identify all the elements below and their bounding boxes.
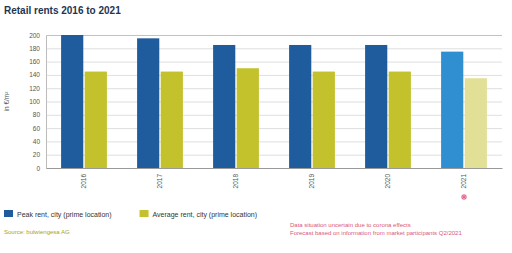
y-tick-label: 60 (33, 125, 41, 132)
legend-label: Average rent, city (prime location) (153, 211, 258, 219)
x-axis-line (47, 168, 503, 169)
y-tick-label: 120 (29, 85, 40, 92)
bar (365, 45, 387, 168)
x-tick-label: 2021 (460, 174, 467, 189)
x-axis: 2016 2017 2018 2019 2020 2021 (47, 168, 503, 188)
grid-line (46, 48, 502, 49)
y-tick-label: 200 (29, 32, 40, 39)
plot: 0204060801001201401601802002016201720182… (29, 32, 502, 189)
grid-line (46, 168, 502, 169)
grid-line (46, 102, 502, 103)
grid-line (46, 141, 502, 142)
x-tick: 2020 (384, 168, 391, 188)
y-axis-title: in €/m² (3, 91, 10, 112)
y-tick-label: 100 (29, 98, 40, 105)
bar (61, 35, 83, 168)
bar (237, 68, 259, 168)
y-tick-label: 20 (33, 151, 41, 158)
y-axis: 0 20 40 60 80 100 120 140 160 180 200 (29, 32, 502, 172)
bars (61, 35, 487, 168)
y-tick: 160 (29, 58, 502, 65)
grid-line (46, 128, 502, 129)
chart: Retail rents 2016 to 2021 0 20 40 60 80 100 120… (0, 0, 512, 253)
annotation: Data situation uncertain due to corona e… (290, 222, 411, 228)
y-tick: 180 (29, 45, 502, 52)
y-tick-label: 160 (29, 58, 40, 65)
y-tick-label: 80 (33, 111, 41, 118)
y-tick-label: 140 (29, 71, 40, 78)
bar (213, 45, 235, 168)
y-tick-label: 180 (29, 45, 40, 52)
note-icon-stroke (462, 195, 466, 199)
note-icon-stroke (462, 195, 466, 199)
legend-swatch (4, 210, 13, 217)
bar (313, 72, 335, 168)
bar (137, 38, 159, 168)
y-axis-line (47, 36, 503, 169)
y-tick-label: 40 (33, 138, 41, 145)
x-tick-label: 2017 (156, 174, 163, 189)
y-tick: 200 (29, 32, 502, 39)
x-tick: 2017 (156, 168, 163, 188)
grid-line (46, 115, 502, 116)
y-tick-label: 0 (36, 165, 40, 172)
grid-line (46, 155, 502, 156)
grid-line (46, 35, 502, 36)
grid-line (46, 88, 502, 89)
bar (441, 52, 463, 168)
grid-line (46, 62, 502, 63)
bar (289, 45, 311, 168)
x-tick: 2019 (308, 168, 315, 188)
bar (161, 72, 183, 168)
grid-line (46, 75, 502, 76)
legend: Peak rent, city (prime location) Average … (4, 210, 257, 219)
x-tick-label: 2020 (384, 174, 391, 189)
bar (465, 78, 487, 168)
annotation: Forecast based on information from marke… (290, 230, 462, 236)
title: Retail rents 2016 to 2021 (4, 5, 121, 16)
x-tick-label: 2019 (308, 174, 315, 189)
bar (85, 72, 107, 168)
note-icon (461, 194, 467, 200)
x-tick: 2018 (232, 168, 239, 188)
legend-label: Peak rent, city (prime location) (17, 211, 112, 219)
x-tick: 2021 (460, 168, 467, 188)
x-tick-label: 2016 (80, 174, 87, 189)
legend-swatch (140, 210, 149, 217)
x-tick: 2016 (80, 168, 87, 188)
source: Source: bulwiengesa AG (4, 229, 70, 235)
x-tick-label: 2018 (232, 174, 239, 189)
bar (389, 72, 411, 168)
